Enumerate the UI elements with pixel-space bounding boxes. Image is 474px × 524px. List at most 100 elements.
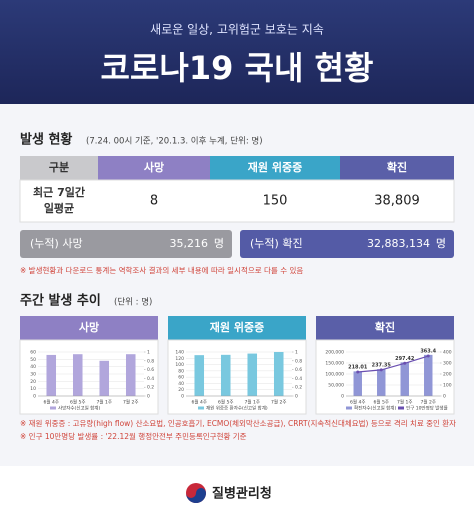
section-title: 발생 현황 bbox=[20, 132, 72, 148]
y2-tick-label: 0.2 bbox=[295, 385, 302, 391]
agency: 질병관리청 bbox=[212, 486, 272, 502]
y-tick-label: 10 bbox=[30, 386, 36, 392]
y-tick-label: 120 bbox=[175, 356, 184, 362]
x-tick-label: 7월 1주 bbox=[97, 399, 112, 406]
cum-unit: 명 bbox=[436, 237, 446, 250]
y-tick-label: 100 bbox=[175, 362, 184, 368]
cum-label: (누적) 확진 bbox=[250, 237, 303, 250]
x-tick-label: 7월 1주 bbox=[245, 399, 260, 406]
bar bbox=[99, 360, 110, 396]
y-tick-label: 150,000 bbox=[325, 361, 344, 367]
th-bg bbox=[20, 156, 98, 180]
footnote: ※ 인구 10만명당 발생률 : '22.12월 행정안전부 주민등록인구현황 … bbox=[20, 431, 247, 441]
y2-tick-label: 0.8 bbox=[295, 358, 302, 364]
th: 확진 bbox=[387, 160, 407, 174]
logo bbox=[186, 488, 206, 503]
y-tick-label: 40 bbox=[178, 381, 184, 387]
footnote: ※ 발생현황과 다운로드 통계는 역학조사 결과의 세부 내용에 따라 일시적으… bbox=[20, 265, 303, 275]
cum-bg bbox=[240, 230, 454, 258]
y2-tick-label: 0.8 bbox=[147, 358, 154, 364]
y-tick-label: 80 bbox=[178, 368, 184, 374]
line-point bbox=[379, 368, 383, 372]
y-tick-label: 20 bbox=[30, 379, 36, 385]
bar bbox=[247, 353, 258, 396]
y-tick-label: 60 bbox=[30, 350, 36, 356]
y-tick-label: 140 bbox=[175, 350, 184, 356]
legend-swatch bbox=[50, 406, 56, 410]
bar bbox=[377, 369, 386, 396]
panel-title: 확진 bbox=[375, 320, 395, 334]
panel-title: 사망 bbox=[79, 320, 99, 334]
legend-label: 확진자수(신고일 합계) bbox=[354, 405, 396, 412]
x-tick-label: 6월 5주 bbox=[374, 399, 389, 406]
y-tick-label: 100,000 bbox=[325, 372, 344, 378]
bar bbox=[46, 354, 57, 396]
th-bg bbox=[210, 156, 340, 180]
y-tick-label: 50,000 bbox=[328, 383, 344, 389]
row-label: 일평균 bbox=[44, 201, 74, 215]
legend-label: 재원 위중증 환자수(신고일 합계) bbox=[206, 405, 268, 412]
bar bbox=[400, 362, 409, 396]
footer-bg bbox=[0, 466, 474, 524]
y-tick-label: 40 bbox=[30, 364, 36, 370]
bar bbox=[125, 354, 136, 396]
th: 사망 bbox=[144, 160, 164, 174]
cum-unit: 명 bbox=[214, 237, 224, 250]
x-tick-label: 7월 2주 bbox=[421, 399, 436, 406]
y-tick-label: 0 bbox=[341, 394, 344, 400]
legend-label: 사망자수(신고일 합계) bbox=[58, 405, 100, 412]
th: 구분 bbox=[49, 161, 69, 174]
header-bg bbox=[0, 0, 474, 104]
x-tick-label: 7월 1주 bbox=[397, 399, 412, 406]
y2-tick-label: 0 bbox=[295, 394, 298, 400]
data-label: 218.01 bbox=[348, 365, 368, 371]
x-tick-label: 6월 4주 bbox=[192, 399, 207, 406]
cell: 8 bbox=[150, 194, 158, 209]
bar bbox=[220, 354, 231, 396]
y2-tick-label: 0.4 bbox=[147, 376, 154, 382]
section-title: 주간 발생 추이 bbox=[20, 293, 101, 309]
panel-head bbox=[316, 316, 454, 340]
y2-tick-label: 300 bbox=[443, 361, 452, 367]
line bbox=[357, 355, 429, 373]
legend-swatch bbox=[346, 406, 352, 410]
row-label: 최근 7일간 bbox=[33, 185, 85, 199]
y-tick-label: 30 bbox=[30, 372, 36, 378]
legend-swatch bbox=[198, 406, 204, 410]
y2-tick-label: 400 bbox=[443, 350, 452, 356]
y2-tick-label: 0 bbox=[443, 394, 446, 400]
x-tick-label: 6월 4주 bbox=[350, 399, 365, 406]
y2-tick-label: 1 bbox=[147, 350, 150, 356]
panel-head bbox=[168, 316, 306, 340]
y-tick-label: 20 bbox=[178, 387, 184, 393]
th-bg bbox=[340, 156, 454, 180]
section-note: (단위 : 명) bbox=[114, 297, 152, 308]
footnote: ※ 재원 위중증 : 고유량(high flow) 산소요법, 인공호흡기, E… bbox=[20, 418, 456, 428]
line-point bbox=[403, 361, 407, 365]
x-tick-label: 7월 2주 bbox=[123, 399, 138, 406]
panel-title: 재원 위중증 bbox=[210, 320, 264, 334]
th-bg bbox=[98, 156, 210, 180]
bar bbox=[194, 355, 205, 396]
y-tick-label: 0 bbox=[181, 394, 184, 400]
bar bbox=[353, 371, 362, 396]
y-tick-label: 50 bbox=[30, 357, 36, 363]
x-tick-label: 6월 5주 bbox=[70, 399, 85, 406]
data-label: 237.35 bbox=[372, 362, 392, 368]
line-point bbox=[426, 354, 430, 358]
y2-tick-label: 0.2 bbox=[147, 385, 154, 391]
y2-tick-label: 1 bbox=[295, 350, 298, 356]
cell: 150 bbox=[263, 194, 288, 209]
y-tick-label: 200,000 bbox=[325, 350, 344, 356]
cell: 38,809 bbox=[374, 194, 420, 209]
title: 코로나19 국내 현황 bbox=[101, 49, 374, 87]
subtitle: 새로운 일상, 고위험군 보호는 지속 bbox=[150, 23, 324, 37]
panel-head bbox=[20, 316, 158, 340]
y2-tick-label: 0 bbox=[147, 394, 150, 400]
y2-tick-label: 0.4 bbox=[295, 376, 302, 382]
x-tick-label: 7월 2주 bbox=[271, 399, 286, 406]
legend-swatch bbox=[398, 406, 404, 410]
data-label: 363.4 bbox=[420, 349, 436, 355]
